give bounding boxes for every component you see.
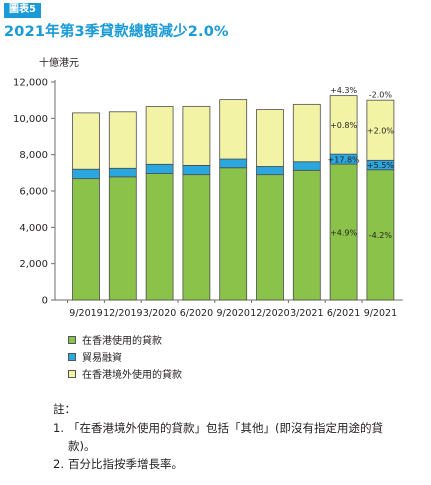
bar-segment: [108, 167, 137, 178]
y-tick-label: 6,000: [19, 187, 48, 198]
legend-item-outside-hk-loans: 在香港境外使用的貸款: [68, 365, 182, 382]
figure-badge: 圖表5: [4, 3, 41, 18]
bar-segment: [366, 169, 395, 301]
note-text: 百分比指按季增長率。: [68, 457, 183, 471]
bar-segment: [219, 99, 248, 160]
bar-segment: [182, 105, 211, 166]
x-tick-label: 12/2020: [250, 308, 289, 319]
legend-label: 貿易融資: [82, 353, 122, 364]
bar-segment: [182, 164, 211, 176]
note-item: 2. 百分比指按季增長率。: [53, 455, 408, 473]
y-tick-label: 0: [42, 296, 48, 307]
x-tick-label: 6/2021: [327, 308, 360, 319]
bar-segment: [292, 169, 321, 301]
note-text: 「在香港境外使用的貸款」包括「其他」(即沒有指定用途的貸款)。: [68, 421, 383, 453]
stacked-bar-chart: 十億港元 0 2,000 4,000 6,000 8,000 10,000 12,000 9/2…: [13, 56, 403, 319]
x-tick-label: 9/2021: [364, 308, 397, 319]
data-label: +4.9%: [330, 228, 357, 237]
x-tick-label: 3/2021: [290, 308, 323, 319]
figure-title: 2021年第3季貸款總額減少2.0%: [4, 24, 229, 40]
y-tick-label: 12,000: [13, 78, 48, 89]
note-item: 1. 「在香港境外使用的貸款」包括「其他」(即沒有指定用途的貸款)。: [53, 419, 408, 455]
bar-segment: [108, 176, 137, 301]
bar-segment: [145, 173, 174, 301]
data-label: +0.8%: [330, 121, 357, 130]
bar-segment: [219, 167, 248, 301]
y-tick-label: 8,000: [19, 150, 48, 161]
bar-segment: [329, 163, 358, 301]
y-tick-label: 2,000: [19, 259, 48, 270]
bar-segment: [366, 99, 395, 161]
bar-segment: [329, 95, 358, 155]
y-axis-label: 十億港元: [39, 56, 79, 69]
y-tick-label: 10,000: [13, 114, 48, 125]
bar-segment: [72, 168, 100, 180]
x-tick-label: 6/2020: [180, 308, 213, 319]
legend-item-trade-finance: 貿易融資: [68, 348, 182, 365]
bar-segment: [292, 103, 321, 163]
bar-segment: [256, 166, 284, 176]
data-label: -2.0%: [369, 91, 393, 100]
x-tick-label: 12/2019: [103, 308, 142, 319]
x-tick-label: 9/2019: [69, 308, 102, 319]
note-number: 1.: [53, 421, 64, 435]
legend-swatch: [68, 335, 76, 344]
legend-swatch: [68, 369, 76, 378]
chart-legend: 在香港使用的貸款 貿易融資 在香港境外使用的貸款: [68, 331, 182, 382]
data-label: +2.0%: [367, 126, 394, 135]
x-tick-label: 9/2020: [216, 308, 249, 319]
bar-segment: [182, 174, 211, 301]
bar-segment: [145, 163, 174, 174]
data-label: +4.3%: [330, 86, 357, 95]
bar-segment: [72, 112, 100, 170]
data-label: +5.5%: [367, 161, 394, 170]
bar-segment: [256, 174, 284, 301]
notes-heading: 註：: [53, 402, 76, 416]
legend-item-hk-loans: 在香港使用的貸款: [68, 331, 182, 348]
legend-label: 在香港使用的貸款: [82, 336, 162, 347]
data-label: -4.2%: [369, 231, 393, 240]
x-tick-label: 3/2020: [143, 308, 176, 319]
bar-segment: [219, 158, 248, 169]
bar-segment: [108, 111, 137, 169]
bar-segment: [145, 106, 174, 165]
data-label: +17.8%: [328, 155, 361, 164]
note-number: 2.: [53, 457, 64, 471]
bar-segment: [72, 178, 100, 301]
bar-segment: [256, 109, 284, 167]
legend-swatch: [68, 352, 76, 361]
bar-segment: [292, 161, 321, 171]
legend-label: 在香港境外使用的貸款: [82, 370, 182, 381]
notes: 註： 1. 「在香港境外使用的貸款」包括「其他」(即沒有指定用途的貸款)。 2.…: [53, 400, 408, 473]
y-tick-label: 4,000: [19, 223, 48, 234]
